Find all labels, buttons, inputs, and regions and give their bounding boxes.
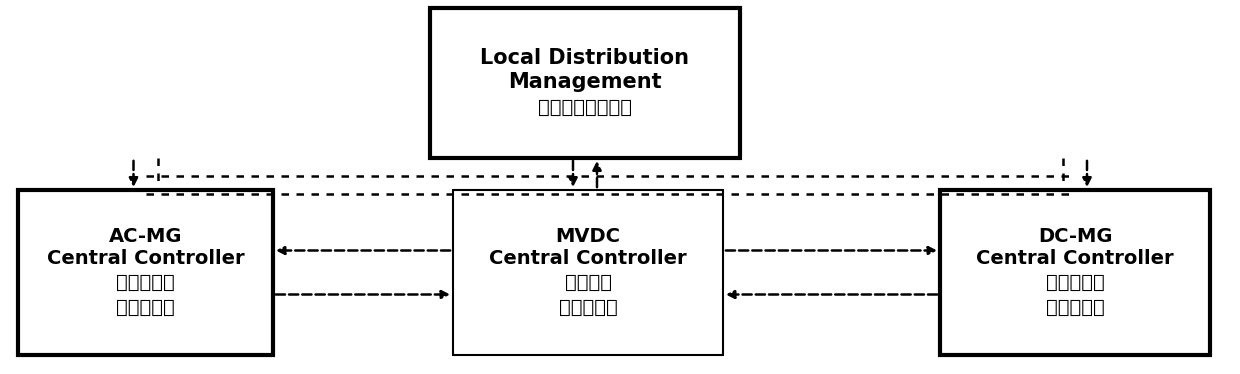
Text: 上层控制器: 上层控制器: [1045, 298, 1105, 317]
Text: Central Controller: Central Controller: [976, 249, 1174, 268]
Text: 交流配电管理系统: 交流配电管理系统: [538, 98, 632, 116]
Text: DC-MG: DC-MG: [1038, 227, 1112, 246]
Text: AC-MG: AC-MG: [109, 227, 182, 246]
Text: 直流微电网: 直流微电网: [1045, 273, 1105, 292]
Text: Central Controller: Central Controller: [490, 249, 687, 268]
Text: Local Distribution: Local Distribution: [481, 48, 689, 68]
Text: Central Controller: Central Controller: [47, 249, 244, 268]
Text: 中压直流: 中压直流: [564, 273, 611, 292]
Text: 上层控制器: 上层控制器: [117, 298, 175, 317]
Text: MVDC: MVDC: [556, 227, 620, 246]
Text: 上层控制器: 上层控制器: [559, 298, 618, 317]
Bar: [940, 190, 1210, 355]
Bar: [430, 8, 740, 158]
Bar: [453, 190, 723, 355]
Bar: [19, 190, 273, 355]
Text: Management: Management: [508, 73, 662, 92]
Text: 交流微电网: 交流微电网: [117, 273, 175, 292]
